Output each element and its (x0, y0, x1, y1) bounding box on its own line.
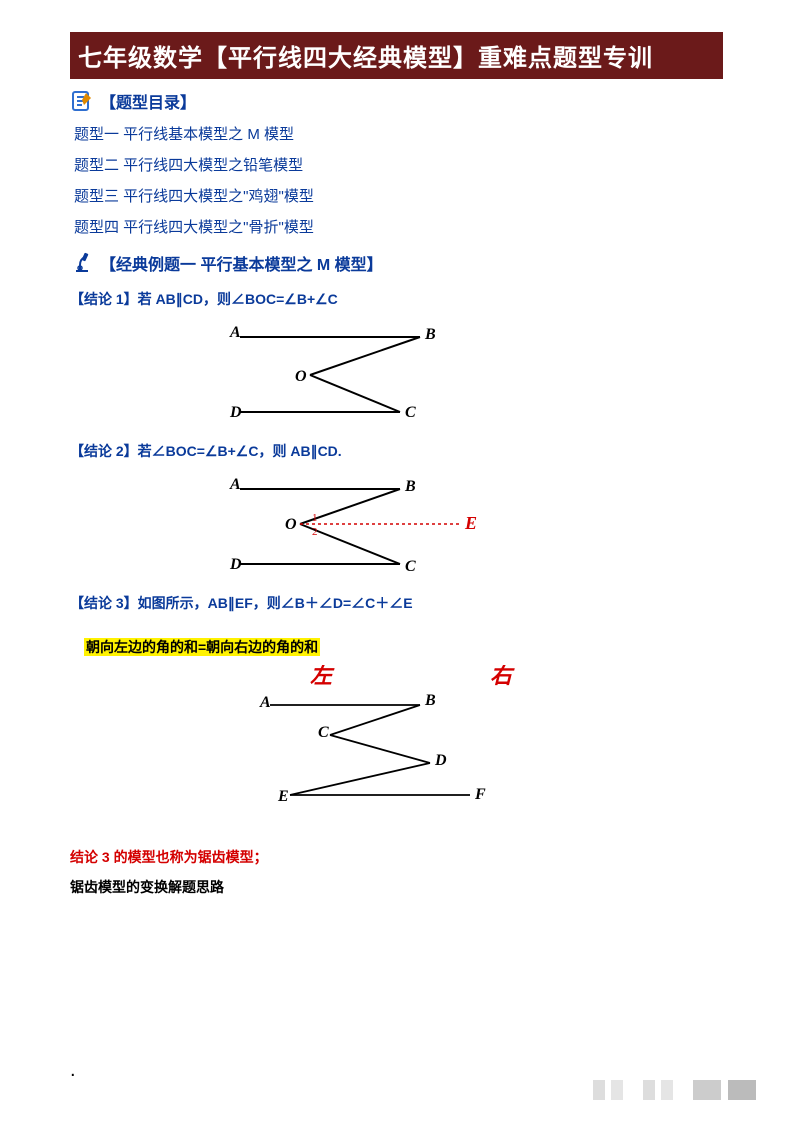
footer-watermark (583, 1074, 763, 1104)
svg-text:O: O (295, 368, 307, 385)
notepad-icon (70, 89, 94, 113)
example-title: 【经典例题一 平行基本模型之 M 模型】 (100, 251, 383, 275)
svg-text:F: F (474, 786, 486, 803)
example-header: 【经典例题一 平行基本模型之 M 模型】 (70, 251, 723, 275)
svg-text:D: D (229, 404, 242, 421)
figure-m-model-2: A B O 1 2 D C E (200, 469, 500, 579)
red-note: 结论 3 的模型也称为锯齿模型； (70, 847, 723, 867)
toc-title: 【题型目录】 (100, 89, 196, 113)
svg-text:E: E (277, 788, 289, 805)
toc-item: 题型三 平行线四大模型之"鸡翅"模型 (74, 185, 723, 206)
toc-item: 题型四 平行线四大模型之"骨折"模型 (74, 216, 723, 237)
toc-item: 题型一 平行线基本模型之 M 模型 (74, 123, 723, 144)
label-right: 右 (490, 665, 515, 688)
svg-text:B: B (424, 326, 436, 343)
conclusion-1: 【结论 1】若 AB∥CD，则∠BOC=∠B+∠C (70, 289, 723, 309)
toc-header: 【题型目录】 (70, 89, 723, 113)
svg-text:D: D (229, 556, 242, 573)
svg-text:A: A (229, 324, 241, 341)
svg-text:A: A (259, 694, 271, 711)
figure-m-model-1: A B O D C (200, 317, 460, 427)
black-note: 锯齿模型的变换解题思路 (70, 877, 723, 897)
svg-text:1: 1 (312, 512, 318, 524)
svg-text:2: 2 (312, 526, 318, 538)
svg-text:C: C (318, 724, 329, 741)
svg-text:B: B (424, 692, 436, 709)
svg-text:O: O (285, 516, 297, 533)
figure-zigzag: 左 右 A B C D E F (160, 665, 580, 825)
svg-text:B: B (404, 478, 416, 495)
highlight-text: 朝向左边的角的和=朝向右边的角的和 (84, 638, 320, 656)
footer-dot: . (70, 1059, 76, 1082)
page-banner: 七年级数学【平行线四大经典模型】重难点题型专训 (70, 32, 723, 79)
highlight-row: 朝向左边的角的和=朝向右边的角的和 (84, 637, 723, 657)
microscope-icon (70, 251, 94, 275)
svg-text:D: D (434, 752, 447, 769)
svg-text:C: C (405, 558, 416, 575)
toc-item: 题型二 平行线四大模型之铅笔模型 (74, 154, 723, 175)
svg-text:E: E (464, 513, 477, 533)
conclusion-2: 【结论 2】若∠BOC=∠B+∠C，则 AB∥CD. (70, 441, 723, 461)
label-left: 左 (310, 665, 335, 688)
svg-text:A: A (229, 476, 241, 493)
conclusion-3: 【结论 3】如图所示，AB∥EF，则∠B＋∠D=∠C＋∠E (70, 593, 723, 613)
svg-text:C: C (405, 404, 416, 421)
